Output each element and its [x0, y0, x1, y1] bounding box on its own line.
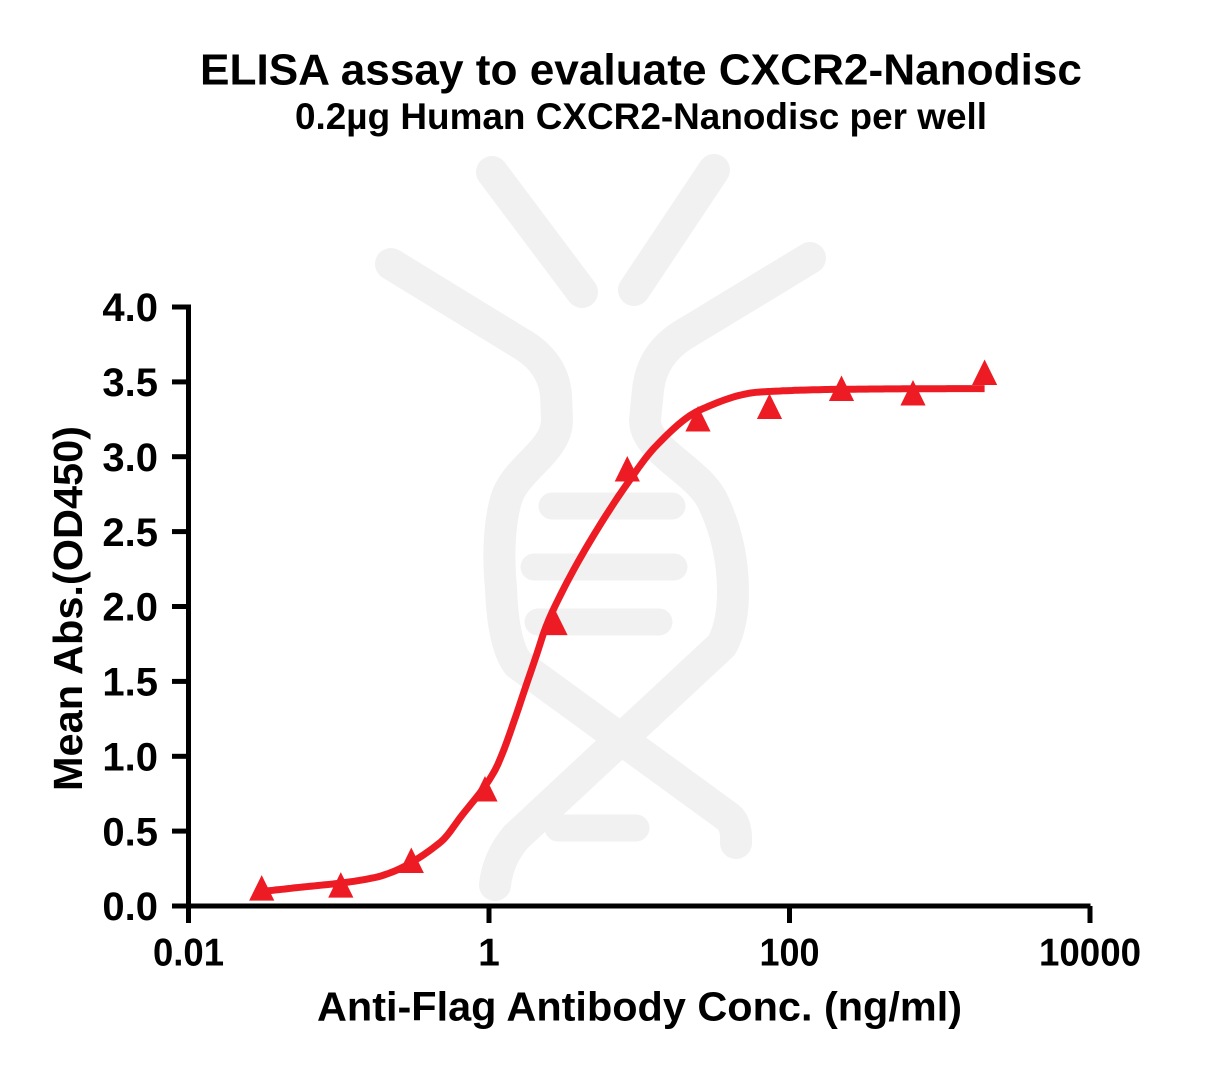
svg-text:0.5: 0.5: [102, 810, 158, 854]
svg-text:ELISA assay to evaluate CXCR2-: ELISA assay to evaluate CXCR2-Nanodisc: [200, 46, 1082, 95]
svg-text:1.0: 1.0: [102, 736, 158, 780]
svg-text:2.5: 2.5: [102, 511, 158, 555]
svg-text:4.0: 4.0: [102, 286, 158, 330]
svg-text:1.5: 1.5: [102, 661, 158, 705]
svg-text:0.0: 0.0: [102, 885, 158, 929]
svg-text:100: 100: [760, 932, 820, 975]
svg-text:2.0: 2.0: [102, 586, 158, 630]
svg-text:Anti-Flag Antibody Conc. (ng/m: Anti-Flag Antibody Conc. (ng/ml): [317, 984, 962, 1030]
svg-text:0.2µg Human CXCR2-Nanodisc per: 0.2µg Human CXCR2-Nanodisc per well: [295, 96, 987, 137]
svg-text:10000: 10000: [1039, 932, 1141, 975]
svg-text:3.5: 3.5: [102, 361, 158, 405]
svg-text:3.0: 3.0: [102, 436, 158, 480]
svg-text:Mean Abs.(OD450): Mean Abs.(OD450): [45, 426, 91, 791]
svg-text:0.01: 0.01: [153, 932, 224, 975]
svg-text:1: 1: [478, 932, 500, 975]
